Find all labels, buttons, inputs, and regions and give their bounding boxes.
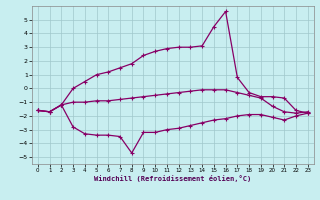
X-axis label: Windchill (Refroidissement éolien,°C): Windchill (Refroidissement éolien,°C) [94,175,252,182]
